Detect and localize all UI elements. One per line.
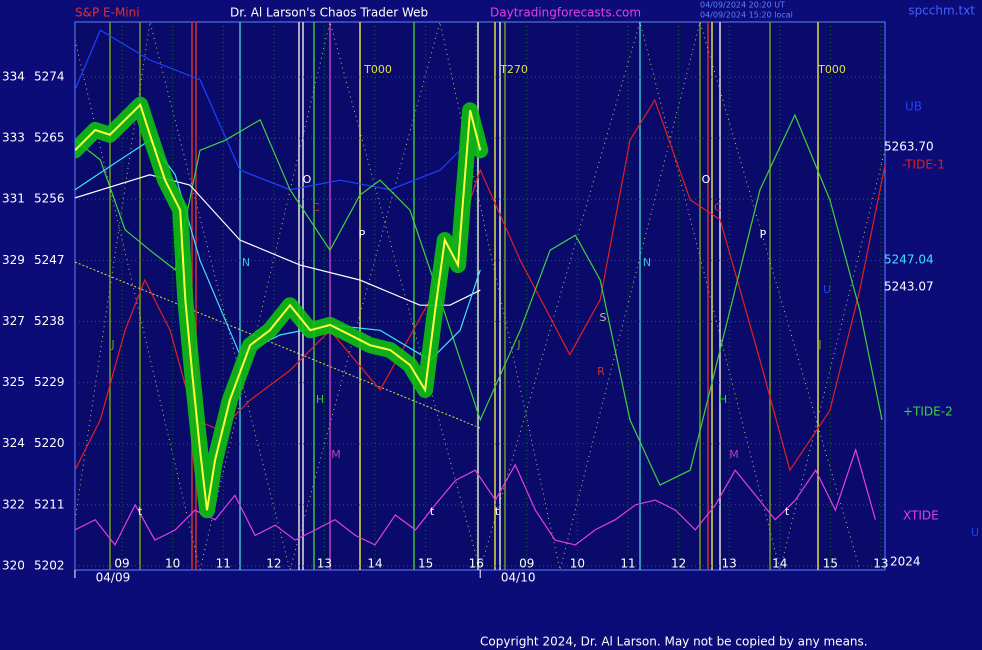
annotation: H	[316, 393, 324, 406]
x-tick-label: 10	[165, 557, 180, 571]
x-tick-label: 13	[873, 557, 888, 571]
x-tick-label: 12	[671, 557, 686, 571]
series-name: -TIDE-1	[902, 158, 945, 172]
annotation: M	[729, 448, 739, 461]
annotation: T000	[363, 63, 392, 76]
annotation: O	[702, 173, 711, 186]
annotation: U	[823, 283, 831, 296]
series-lines	[75, 29, 885, 547]
y-tick-label: 5220	[34, 436, 65, 450]
y-left-label: 324	[2, 436, 25, 450]
y-left-label: 334	[2, 70, 25, 84]
annotation: N	[643, 256, 651, 269]
x-tick-label: 15	[418, 557, 433, 571]
annotation: t	[430, 505, 435, 518]
header-title: Dr. Al Larson's Chaos Trader Web	[230, 6, 428, 20]
year-label: 2024	[890, 555, 921, 569]
annotation: H	[719, 393, 727, 406]
series-name: XTIDE	[903, 509, 939, 523]
annotation: J	[817, 338, 821, 351]
x-tick-label: 11	[620, 557, 635, 571]
annotation: T270	[499, 63, 528, 76]
annotation: R	[597, 365, 605, 378]
timestamp: 04/09/2024 20:20 UT	[700, 1, 785, 10]
header-site: Daytradingforecasts.com	[490, 6, 641, 20]
annotation: C	[714, 201, 722, 214]
annotation: S	[600, 311, 607, 324]
copyright: Copyright 2024, Dr. Al Larson. May not b…	[480, 635, 868, 649]
geometry-lines	[75, 22, 885, 570]
annotation: T000	[817, 63, 846, 76]
y-tick-label: 5265	[34, 131, 65, 145]
y-left-label: 325	[2, 375, 25, 389]
series-name: +TIDE-2	[903, 405, 953, 419]
end-value-label: 5243.07	[884, 280, 934, 294]
x-tick-label: 16	[469, 557, 484, 571]
labels: 5274 334 5265 333 5256 331 5247 329 5238 327 5229 3…	[2, 63, 979, 585]
annotation: O	[303, 173, 312, 186]
y-tick-label: 5202	[34, 558, 65, 572]
y-left-label: 331	[2, 192, 25, 206]
annotation: U	[971, 526, 979, 539]
annotation: J	[516, 338, 520, 351]
annotation: t	[785, 505, 790, 518]
y-left-label: 322	[2, 497, 25, 511]
y-left-label: 320	[2, 558, 25, 572]
x-tick-label: 15	[823, 557, 838, 571]
series-line	[75, 102, 482, 511]
timestamp: 04/09/2024 15:20 local	[700, 11, 793, 20]
x-tick-label: 14	[772, 557, 787, 571]
y-left-label: 333	[2, 131, 25, 145]
annotation: P	[359, 228, 366, 241]
date-label: 04/09	[96, 571, 131, 585]
series-name: UB	[905, 100, 922, 114]
trend-line	[75, 261, 481, 429]
y-tick-label: 5211	[34, 497, 65, 511]
x-tick-label: 12	[266, 557, 281, 571]
date-label: 04/10	[501, 571, 536, 585]
x-tick-label: 10	[570, 557, 585, 571]
end-value-label: 5247.04	[884, 253, 934, 267]
annotation: M	[331, 448, 341, 461]
annotation: J	[110, 338, 114, 351]
y-tick-label: 5238	[34, 314, 65, 328]
x-tick-label: 11	[216, 557, 231, 571]
annotation: t	[138, 505, 143, 518]
y-left-label: 327	[2, 314, 25, 328]
x-tick-label: 14	[367, 557, 382, 571]
annotation: t	[495, 505, 500, 518]
x-tick-label: 09	[114, 557, 129, 571]
x-tick-label: 09	[519, 557, 534, 571]
x-tick-label: 13	[317, 557, 332, 571]
series-line	[75, 29, 481, 191]
y-tick-label: 5274	[34, 70, 65, 84]
annotation: P	[760, 228, 767, 241]
y-tick-label: 5247	[34, 253, 65, 267]
end-value-label: 5263.70	[884, 139, 934, 153]
y-left-label: 329	[2, 253, 25, 267]
y-tick-label: 5229	[34, 375, 65, 389]
annotation: N	[242, 256, 250, 269]
file-label: spcchm.txt	[908, 4, 975, 18]
x-tick-label: 13	[722, 557, 737, 571]
header-symbol: S&P E-Mini	[75, 6, 140, 20]
annotation: C	[312, 201, 320, 214]
y-tick-label: 5256	[34, 192, 65, 206]
